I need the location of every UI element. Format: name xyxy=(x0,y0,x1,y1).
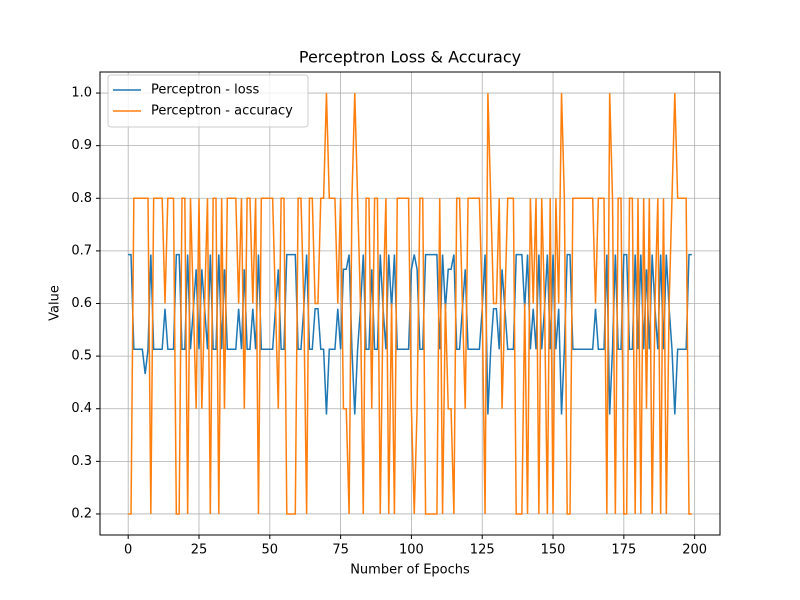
y-tick-label: 0.9 xyxy=(71,138,92,153)
y-tick-label: 1.0 xyxy=(71,86,92,101)
x-tick-label: 75 xyxy=(332,543,349,558)
y-tick-label: 0.3 xyxy=(71,454,92,469)
x-tick-label: 175 xyxy=(611,543,636,558)
x-tick-label: 125 xyxy=(470,543,495,558)
y-tick-label: 0.8 xyxy=(71,191,92,206)
plot-frame xyxy=(99,71,721,536)
data-line xyxy=(128,93,692,515)
x-tick-label: 100 xyxy=(399,543,424,558)
y-axis-label: Value xyxy=(48,285,63,321)
y-tick-label: 0.2 xyxy=(71,506,92,521)
legend-label: Perceptron - accuracy xyxy=(151,104,293,119)
x-axis-label: Number of Epochs xyxy=(350,563,470,578)
legend-label: Perceptron - loss xyxy=(151,83,259,98)
x-tick-label: 200 xyxy=(682,543,707,558)
x-tick-label: 0 xyxy=(124,543,132,558)
x-tick-label: 50 xyxy=(262,543,279,558)
y-tick-label: 0.5 xyxy=(71,349,92,364)
y-tick-label: 0.4 xyxy=(71,401,92,416)
y-tick-label: 0.7 xyxy=(71,243,92,258)
chart-title: Perceptron Loss & Accuracy xyxy=(299,48,521,67)
legend-box xyxy=(107,74,309,128)
x-tick-label: 25 xyxy=(191,543,208,558)
x-tick-label: 150 xyxy=(541,543,566,558)
y-tick-label: 0.6 xyxy=(71,296,92,311)
